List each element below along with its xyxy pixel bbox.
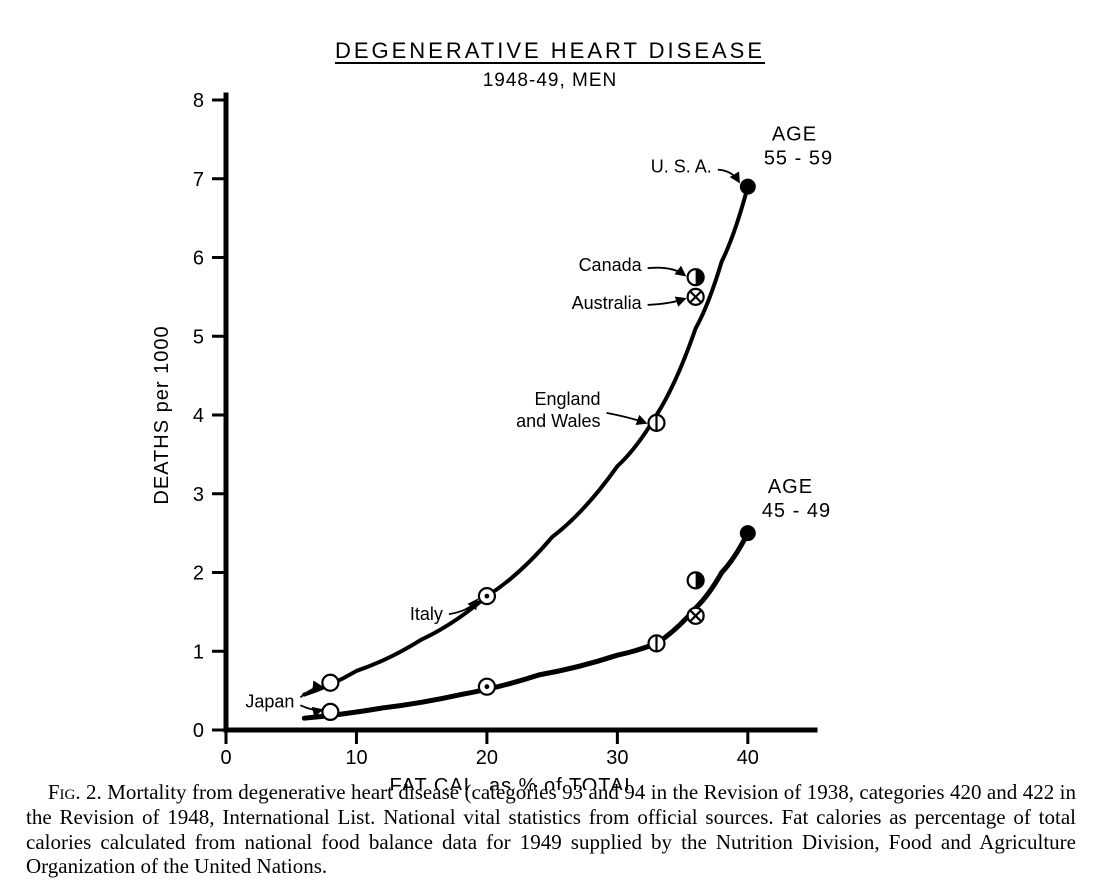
data-point [479,588,495,604]
caption-fig-label: Fig. 2. [48,780,102,804]
data-point [688,269,704,285]
svg-text:5: 5 [193,326,204,348]
figure-caption: Fig. 2. Mortality from degenerative hear… [26,780,1076,879]
svg-text:8: 8 [193,90,204,112]
data-point [479,679,495,695]
series-label-lower-2: 45 - 49 [762,500,831,522]
svg-text:30: 30 [606,747,628,769]
data-point [649,415,665,431]
label-canada: Canada [579,255,643,275]
label-usa: U. S. A. [651,157,712,177]
svg-text:6: 6 [193,248,204,270]
series-label-lower-1: AGE [768,476,813,498]
chart-plot: 012345678010203040FAT CAL. as % of TOTAL… [0,0,1100,790]
data-point [688,572,704,588]
label-italy: Italy [410,604,443,624]
svg-text:4: 4 [193,405,204,427]
data-point [649,635,665,651]
label-england-2: and Wales [516,411,600,431]
label-australia: Australia [572,293,643,313]
series-label-upper-1: AGE [772,124,817,146]
svg-text:3: 3 [193,484,204,506]
svg-text:7: 7 [193,169,204,191]
label-england-1: England [534,389,600,409]
caption-body: Mortality from degenerative heart diseas… [26,780,1076,878]
label-japan: Japan [245,691,294,711]
data-point [688,608,704,624]
data-point [322,675,338,691]
data-point [688,289,704,305]
svg-text:2: 2 [193,563,204,585]
data-point [740,525,756,541]
svg-text:20: 20 [476,747,498,769]
svg-text:40: 40 [737,747,759,769]
svg-text:0: 0 [220,747,231,769]
svg-text:10: 10 [345,747,367,769]
data-point [322,704,338,720]
series-label-upper-2: 55 - 59 [764,148,833,170]
data-point [740,179,756,195]
svg-text:0: 0 [193,720,204,742]
svg-text:DEATHS per 1000: DEATHS per 1000 [151,325,173,504]
svg-text:1: 1 [193,641,204,663]
